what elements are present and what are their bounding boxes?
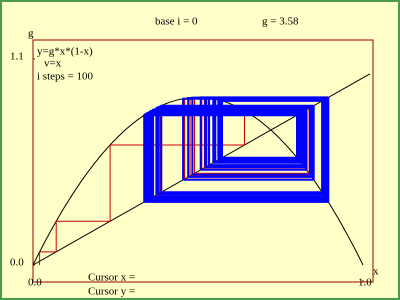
x-tick-label: 1.0	[358, 277, 372, 289]
diagonal-label: v=x	[44, 58, 62, 70]
steps-label: i steps = 100	[37, 71, 94, 83]
x-tick-label: 0.0	[28, 277, 42, 289]
base-label: base i = 0	[155, 16, 198, 28]
cursor-x: Cursor x =	[88, 272, 135, 284]
cursor-y: Cursor y =	[88, 286, 135, 298]
plot-frame	[32, 39, 374, 283]
x-axis-label: x	[373, 266, 379, 278]
cobweb	[143, 96, 330, 203]
curve-label: y=g*x*(1-x)	[37, 46, 93, 58]
g-label: g = 3.58	[262, 16, 299, 28]
y-tick-label: 0.0	[10, 257, 24, 269]
y-axis-label: g	[28, 28, 34, 40]
y-tick-label: 1.1	[10, 51, 24, 63]
